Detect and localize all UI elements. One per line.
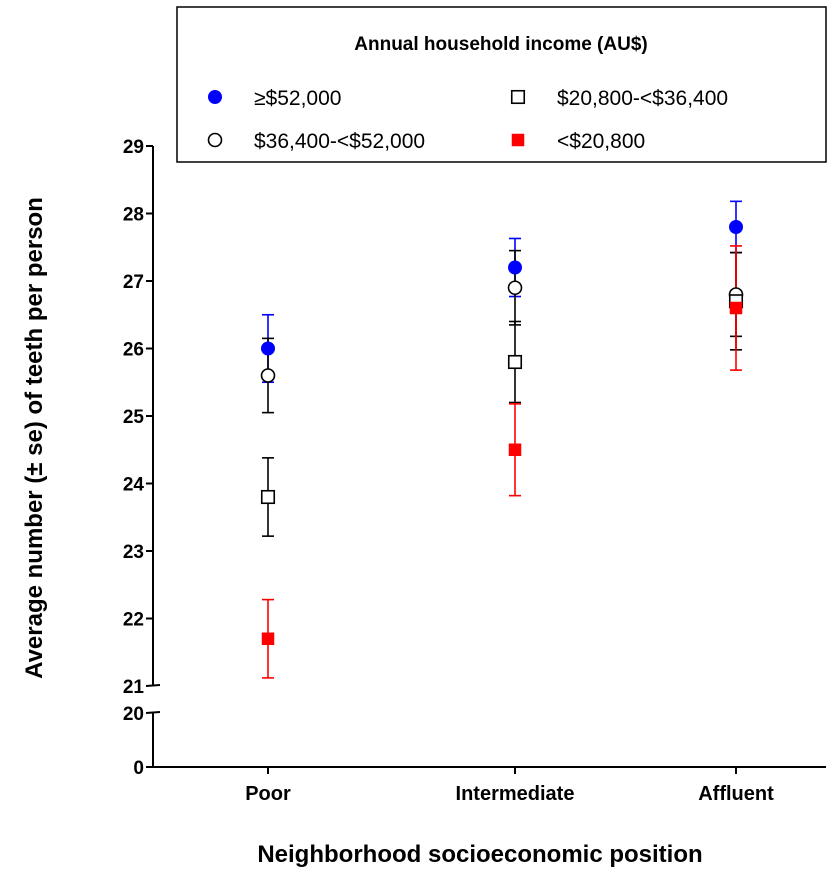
y-tick-label: 0 [133,758,144,779]
x-tick-label: Intermediate [456,783,575,805]
y-tick-label: 26 [123,340,144,361]
y-tick-label: 20 [123,704,144,725]
legend-marker [208,90,222,104]
data-point [508,260,522,275]
data-point [261,632,275,645]
legend: Annual household income (AU$) ≥$52,000 $36… [176,6,827,163]
legend-title: Annual household income (AU$) [354,34,647,55]
data-point [729,301,743,315]
data-point [508,443,522,456]
data-point [261,341,275,356]
data-point [260,368,276,383]
x-axis-title: Neighborhood socioeconomic position [257,841,702,868]
legend-label: $36,400-<$52,000 [254,130,425,153]
legend-label: ≥$52,000 [254,87,341,110]
y-axis-title: Average number (± se) of teeth per perso… [21,197,48,679]
y-tick-label: 25 [123,407,145,428]
y-tick-label: 22 [123,610,144,631]
legend-marker [510,89,526,105]
y-axis-break-mark [145,711,161,714]
legend-marker [511,133,525,147]
y-tick-label: 23 [123,542,144,563]
legend-box [176,6,827,163]
legend-label: $20,800-<$36,400 [557,87,728,110]
y-tick-label: 24 [123,475,145,496]
axes: 0 20 21 22 23 24 25 26 27 28 29 Poor Intermediate Aff… [123,137,826,805]
y-tick-label: 27 [123,272,144,293]
y-tick-label: 29 [123,137,144,158]
legend-label: <$20,800 [557,130,645,153]
data-point [729,220,743,234]
data-point [260,489,276,505]
y-tick-label: 28 [123,205,144,226]
x-tick-label: Affluent [698,783,774,805]
legend-marker [207,132,223,148]
data-point [507,280,523,296]
data-marks [260,200,744,679]
y-tick-label: 21 [123,677,145,698]
data-point [507,354,523,370]
x-tick-label: Poor [245,783,291,805]
y-axis-break-mark [145,684,161,687]
